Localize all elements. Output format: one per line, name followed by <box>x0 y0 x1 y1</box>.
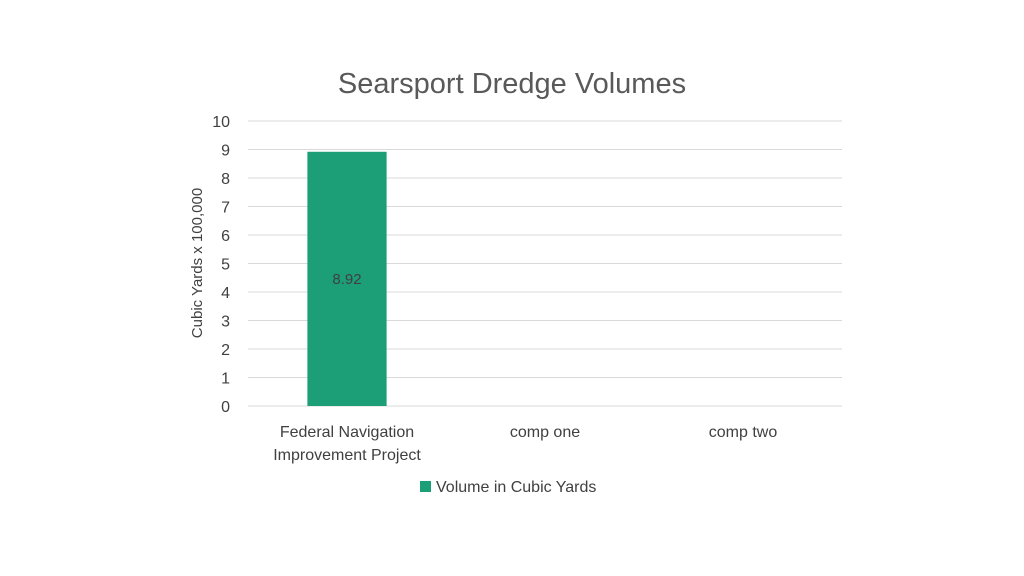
y-axis-label: Cubic Yards x 100,000 <box>189 188 206 338</box>
legend-swatch <box>420 481 431 492</box>
y-tick-label: 10 <box>212 114 230 131</box>
category-label: Improvement Project <box>273 447 421 464</box>
y-tick-label: 6 <box>221 228 230 245</box>
y-tick-label: 2 <box>221 342 230 359</box>
legend: Volume in Cubic Yards <box>420 479 596 496</box>
y-tick-labels: 0 1 2 3 4 5 6 7 8 9 10 <box>212 114 230 416</box>
y-tick-label: 3 <box>221 314 230 331</box>
data-label: 8.92 <box>332 271 361 288</box>
legend-label: Volume in Cubic Yards <box>436 479 596 496</box>
y-tick-label: 4 <box>221 285 230 302</box>
bar <box>307 151 387 406</box>
bars <box>307 151 387 406</box>
y-tick-label: 9 <box>221 143 230 160</box>
y-tick-label: 5 <box>221 257 230 274</box>
category-label: comp one <box>510 424 580 441</box>
y-tick-label: 0 <box>221 399 230 416</box>
y-tick-label: 8 <box>221 171 230 188</box>
category-labels: Federal Navigation Improvement Project com… <box>273 424 777 464</box>
category-label: comp two <box>709 424 778 441</box>
category-label: Federal Navigation <box>280 424 414 441</box>
y-tick-label: 7 <box>221 200 230 217</box>
y-tick-label: 1 <box>221 371 230 388</box>
data-labels: 8.92 <box>332 271 361 288</box>
chart-title: Searsport Dredge Volumes <box>338 68 686 100</box>
